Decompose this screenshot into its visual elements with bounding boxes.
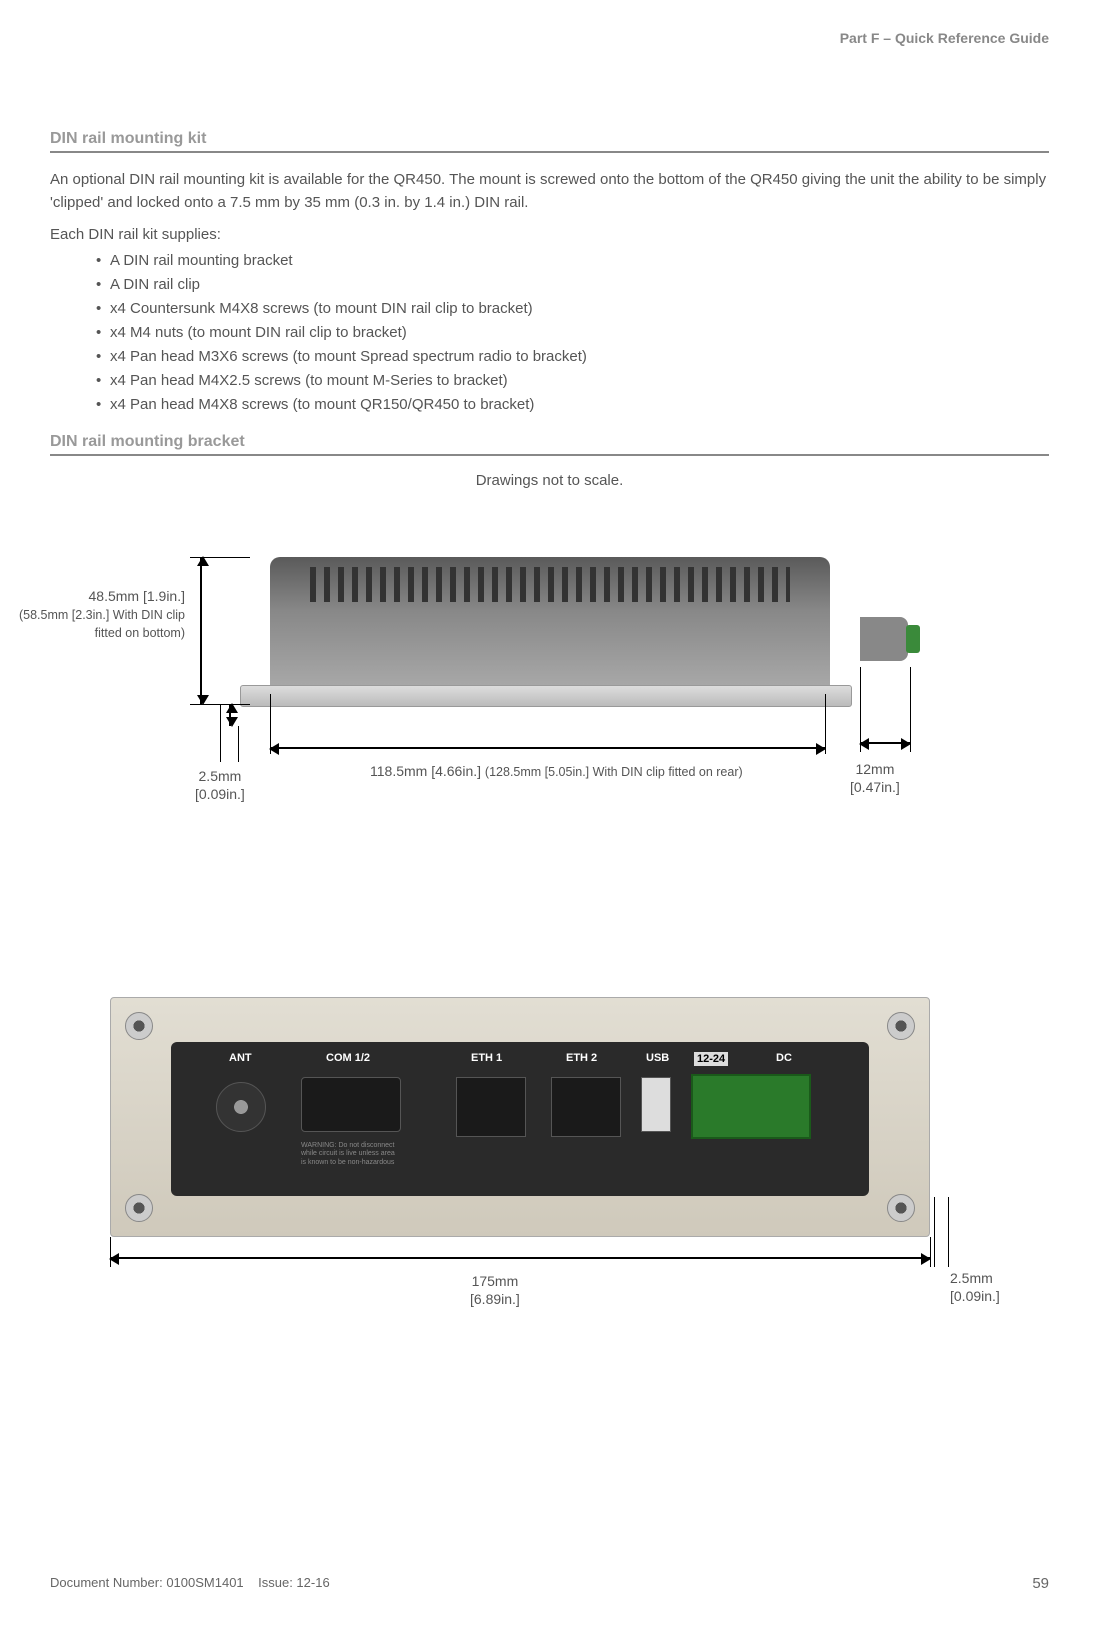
dim-arrow-height [200,557,202,704]
warning-text: WARNING: Do not disconnect while circuit… [301,1142,395,1167]
device-side-render [240,532,860,732]
device-front-render: ANT COM 1/2 ETH 1 ETH 2 USB 12-24 DC WAR… [110,997,930,1237]
list-item: x4 Pan head M4X8 screws (to mount QR150/… [110,393,1049,417]
dim-arrow-full-width [110,1257,930,1259]
page-number: 59 [1032,1575,1049,1592]
footer: Document Number: 0100SM1401 Issue: 12-16… [50,1575,1049,1592]
port-usb-label: USB [646,1052,669,1064]
footer-issue: Issue: 12-16 [258,1575,330,1590]
dc-port [691,1074,811,1139]
list-intro: Each DIN rail kit supplies: [50,226,1049,243]
port-com-label: COM 1/2 [326,1052,370,1064]
list-item: x4 Countersunk M4X8 screws (to mount DIN… [110,297,1049,321]
diagram-caption: Drawings not to scale. [50,472,1049,489]
section-din-kit-title: DIN rail mounting kit [50,130,1049,153]
list-item: x4 Pan head M4X2.5 screws (to mount M-Se… [110,369,1049,393]
dim-label-width: 118.5mm [4.66in.] (128.5mm [5.05in.] Wit… [370,762,743,780]
list-item: A DIN rail clip [110,273,1049,297]
dim-label-base-thick: 2.5mm [0.09in.] [195,767,245,803]
ant-port [216,1082,266,1132]
diagram-side-view: Drawings not to scale. 48.5mm [1.9in.] (… [50,472,1049,982]
section-bracket-title: DIN rail mounting bracket [50,433,1049,456]
footer-doc: Document Number: 0100SM1401 [50,1575,244,1590]
com-port [301,1077,401,1132]
header-part: Part F – Quick Reference Guide [840,30,1049,46]
list-item: x4 Pan head M3X6 screws (to mount Spread… [110,345,1049,369]
dim-label-conn: 12mm [0.47in.] [850,760,900,796]
dim-label-height: 48.5mm [1.9in.] (58.5mm [2.3in.] With DI… [10,587,185,642]
port-volts-label: 12-24 [694,1052,728,1066]
port-ant-label: ANT [229,1052,252,1064]
dim-arrow-base-thick [229,704,231,726]
list-item: A DIN rail mounting bracket [110,249,1049,273]
intro-text: An optional DIN rail mounting kit is ava… [50,169,1049,214]
port-eth2-label: ETH 2 [566,1052,597,1064]
port-eth1-label: ETH 1 [471,1052,502,1064]
list-item: x4 M4 nuts (to mount DIN rail clip to br… [110,321,1049,345]
eth1-port [456,1077,526,1137]
dim-arrow-conn [860,742,910,744]
dim-label-full-width: 175mm [6.89in.] [470,1272,520,1308]
dim-label-edge: 2.5mm [0.09in.] [950,1269,1000,1305]
dim-arrow-width [270,747,825,749]
usb-port [641,1077,671,1132]
port-dc-label: DC [776,1052,792,1064]
eth2-port [551,1077,621,1137]
diagram-front-view: ANT COM 1/2 ETH 1 ETH 2 USB 12-24 DC WAR… [50,997,1049,1337]
supply-list: A DIN rail mounting bracket A DIN rail c… [50,249,1049,417]
